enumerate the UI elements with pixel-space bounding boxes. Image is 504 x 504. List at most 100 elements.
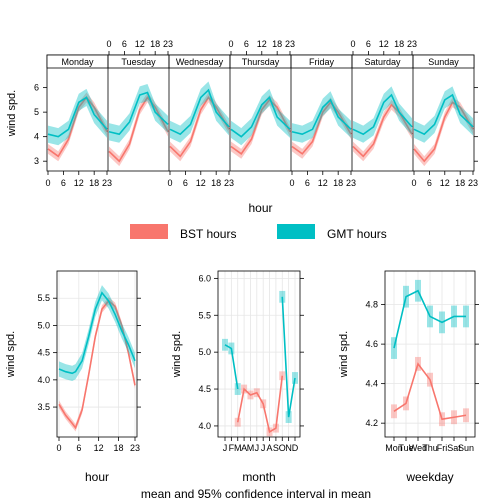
x-tick-label: Wed — [409, 443, 427, 453]
legend: BST hours GMT hours — [130, 224, 387, 241]
x-axis-label: hour — [248, 201, 272, 215]
x-tick-label: D — [292, 443, 299, 453]
x-tick-label: M — [247, 443, 255, 453]
top-series-ci-band — [109, 92, 168, 167]
y-tick-label: 5.5 — [198, 310, 211, 320]
hour-series-line — [58, 291, 136, 375]
x-tick-label: 23 — [102, 178, 112, 188]
plot-frame — [217, 270, 301, 438]
day-strip-label: Sunday — [428, 57, 459, 67]
y-tick-label: 5 — [34, 107, 39, 117]
x-tick-label: S — [273, 443, 279, 453]
weekday-series-line — [393, 289, 466, 349]
x-tick-label: 18 — [89, 178, 99, 188]
legend-swatch-bst — [130, 224, 168, 239]
top-series-line — [169, 96, 230, 158]
day-strip-label: Thursday — [242, 57, 280, 67]
x-tick-label: 12 — [379, 39, 389, 49]
x-tick-label: 12 — [135, 39, 145, 49]
weekday-panel: 4.2 4.4 4.6 4.8 weekday wind spd. MonTueWedThu… — [338, 270, 479, 484]
x-tick-label: J — [223, 443, 228, 453]
top-series-ci-band — [353, 86, 412, 143]
x-tick-label: J — [255, 443, 260, 453]
x-tick-label: 0 — [106, 39, 111, 49]
hour-series-ci-band — [59, 297, 135, 432]
x-tick-label: 0 — [350, 39, 355, 49]
x-tick-label: 6 — [366, 39, 371, 49]
x-tick-label: Mon — [385, 443, 403, 453]
top-series-ci-band — [231, 94, 290, 159]
x-tick-label: 0 — [45, 178, 50, 188]
x-tick-label: A — [241, 443, 247, 453]
top-series-line — [413, 101, 474, 163]
weekday-series-line — [393, 362, 467, 421]
x-tick-label: 0 — [228, 39, 233, 49]
y-tick-label: 4.5 — [37, 348, 50, 358]
month-series-line — [236, 375, 284, 434]
day-strip-label: Monday — [61, 57, 94, 67]
top-series-line — [352, 93, 413, 136]
x-tick-label: 18 — [455, 178, 465, 188]
x-axis-label: weekday — [405, 470, 453, 484]
x-tick-label: 12 — [257, 39, 267, 49]
x-tick-label: 12 — [196, 178, 206, 188]
x-tick-label: 6 — [183, 178, 188, 188]
x-tick-label: O — [279, 443, 286, 453]
day-strip-label: Saturday — [364, 57, 401, 67]
day-strip-label: Friday — [309, 57, 335, 67]
x-tick-label: 23 — [468, 178, 478, 188]
top-series-line — [108, 96, 169, 163]
top-series-ci-band — [292, 91, 351, 143]
y-tick-label: 4.2 — [365, 418, 378, 428]
y-tick-label: 5.5 — [37, 293, 50, 303]
y-tick-label: 3.5 — [37, 402, 50, 412]
x-tick-label: 18 — [333, 178, 343, 188]
top-series-ci-band — [414, 86, 473, 143]
top-series-ci-band — [48, 88, 107, 146]
x-tick-label: 18 — [113, 443, 123, 453]
x-tick-label: J — [261, 443, 266, 453]
top-series-line — [169, 88, 230, 136]
top-series-ci-band — [170, 81, 229, 143]
x-tick-label: 6 — [305, 178, 310, 188]
x-tick-label: 0 — [411, 178, 416, 188]
month-series-line — [281, 296, 296, 418]
x-tick-label: 12 — [318, 178, 328, 188]
x-tick-label: 23 — [346, 178, 356, 188]
top-series-line — [291, 98, 352, 136]
x-tick-label: A — [267, 443, 273, 453]
x-tick-label: 23 — [130, 443, 140, 453]
hour-series-ci-band — [59, 285, 135, 381]
x-tick-label: 12 — [440, 178, 450, 188]
y-axis-label: wind spd. — [338, 331, 350, 378]
y-tick-label: 4.5 — [198, 384, 211, 394]
y-tick-label: 4.4 — [365, 379, 378, 389]
top-series-ci-band — [231, 88, 290, 146]
x-tick-label: 18 — [394, 39, 404, 49]
top-series-ci-band — [170, 92, 229, 162]
top-series-line — [108, 91, 169, 136]
month-series-line — [224, 344, 239, 390]
y-tick-label: 4 — [34, 132, 39, 142]
x-tick-label: M — [234, 443, 242, 453]
top-series-line — [230, 98, 291, 155]
y-tick-label: 6 — [34, 83, 39, 93]
top-series-line — [47, 96, 108, 158]
x-tick-label: 23 — [285, 39, 295, 49]
y-axis-label: wind spd. — [171, 331, 183, 378]
x-tick-label: 18 — [272, 39, 282, 49]
x-axis-label: month — [242, 470, 275, 484]
hour-series-line — [58, 299, 136, 430]
top-series-ci-band — [353, 99, 412, 162]
x-tick-label: Thu — [422, 443, 438, 453]
x-tick-label: Fri — [437, 443, 448, 453]
x-tick-label: 23 — [163, 39, 173, 49]
plot-frame — [56, 270, 138, 438]
x-tick-label: Tue — [398, 443, 413, 453]
y-tick-label: 5.0 — [198, 347, 211, 357]
y-tick-label: 4.8 — [365, 300, 378, 310]
x-tick-label: 0 — [289, 178, 294, 188]
